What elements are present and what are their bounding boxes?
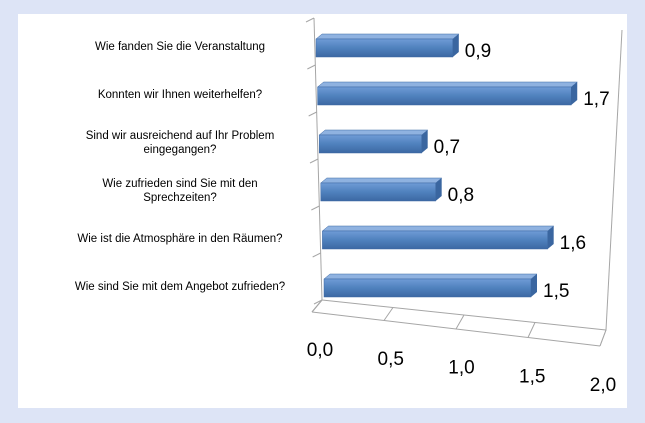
bar-top	[320, 177, 443, 184]
wall-tick	[313, 299, 323, 305]
bar-top	[316, 81, 578, 88]
bar-end	[435, 178, 442, 201]
x-tick-label: 1,0	[448, 358, 474, 379]
bar-top	[318, 129, 429, 136]
bar-end	[531, 274, 537, 297]
value-label: 1,7	[583, 89, 609, 110]
value-label: 1,5	[543, 281, 569, 302]
category-label: Wie ist die Atmosphäre in den Räumen?	[77, 233, 283, 245]
x-tick-mark	[599, 329, 607, 347]
x-tick-mark	[383, 307, 394, 321]
wall-tick	[307, 64, 316, 70]
category-label: Wie fanden Sie die Veranstaltung	[94, 41, 266, 53]
chart-panel	[18, 14, 627, 408]
bar	[317, 86, 572, 106]
bar-end	[452, 34, 459, 57]
bar	[320, 182, 436, 202]
x-tick-label: 1,5	[519, 366, 545, 387]
category-label: Sind wir ausreichend auf Ihr Problem ein…	[85, 130, 275, 156]
x-tick-mark	[311, 299, 323, 313]
x-tick-label: 0,5	[378, 349, 404, 370]
category-label: Wie zufrieden sind Sie mit den Sprechzei…	[102, 178, 258, 204]
x-tick-label: 0,0	[307, 340, 333, 361]
wall-tick	[312, 252, 321, 258]
value-label: 0,8	[448, 185, 474, 206]
value-label: 1,6	[560, 233, 586, 254]
bar	[318, 134, 422, 154]
wall-tick	[309, 158, 319, 164]
category-label: Wie sind Sie mit dem Angebot zufrieden?	[74, 281, 286, 293]
value-label: 0,9	[465, 41, 491, 62]
category-label: Konnten wir Ihnen weiterhelfen?	[97, 89, 263, 101]
bar-end	[421, 130, 428, 153]
back-wall-right	[605, 29, 623, 331]
bar-top	[315, 33, 460, 40]
bar	[323, 278, 532, 298]
x-tick-mark	[455, 314, 465, 330]
bar	[322, 230, 548, 250]
bar-top	[323, 273, 538, 280]
x-tick-label: 2,0	[590, 375, 616, 396]
bar	[315, 38, 454, 58]
x-tick-mark	[527, 322, 536, 338]
value-label: 0,7	[434, 137, 460, 158]
wall-tick	[305, 17, 315, 23]
bar-top	[321, 225, 555, 232]
bar-end	[547, 226, 554, 249]
wall-tick	[308, 111, 317, 117]
bar-end	[571, 82, 578, 105]
wall-tick	[311, 205, 320, 211]
